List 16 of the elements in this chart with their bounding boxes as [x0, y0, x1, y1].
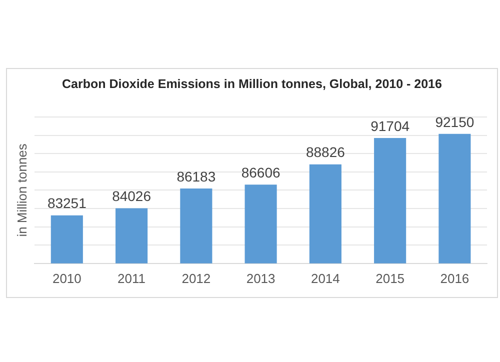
data-label: 83251 — [47, 195, 87, 212]
x-tick-label: 2011 — [118, 270, 146, 286]
data-label: 91704 — [370, 118, 410, 134]
data-label: 92150 — [435, 114, 474, 130]
x-tick-label: 2015 — [376, 270, 405, 286]
x-tick-label: 2012 — [182, 270, 211, 286]
data-label: 88826 — [306, 144, 346, 160]
data-label: 86606 — [241, 164, 280, 181]
x-tick-label: 2013 — [246, 270, 276, 286]
y-axis-title: in Million tonnes — [14, 143, 30, 237]
x-tick-label: 2016 — [440, 270, 470, 286]
x-tick-label: 2014 — [310, 270, 340, 286]
data-label: 86183 — [176, 168, 216, 184]
chart-title: Carbon Dioxide Emissions in Million tonnes, Global, 2010 - 2016 — [61, 77, 443, 91]
x-tick-label: 2010 — [52, 270, 82, 286]
data-label: 84026 — [112, 188, 152, 204]
